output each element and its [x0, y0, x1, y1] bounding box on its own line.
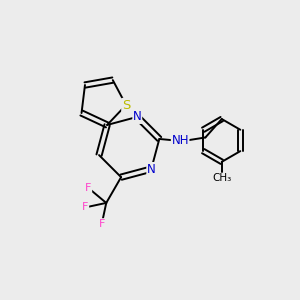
Text: F: F — [82, 202, 88, 212]
Text: NH: NH — [171, 134, 189, 147]
Text: N: N — [133, 110, 142, 123]
Text: N: N — [147, 163, 156, 176]
Text: F: F — [99, 219, 105, 229]
Text: CH₃: CH₃ — [212, 173, 231, 183]
Text: F: F — [85, 183, 92, 193]
Text: S: S — [122, 98, 130, 112]
